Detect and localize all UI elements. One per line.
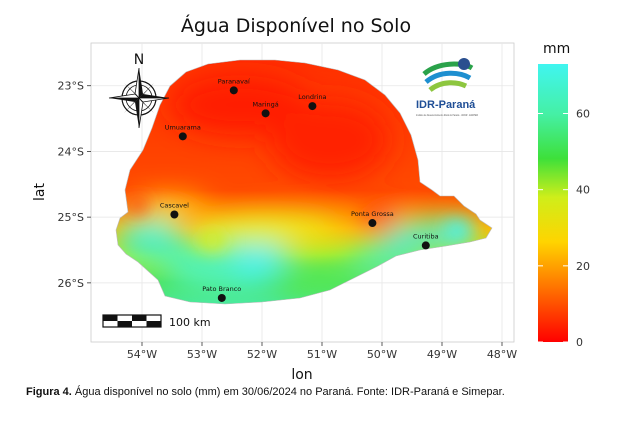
city-marker <box>368 219 377 228</box>
scale-bar-label: 100 km <box>169 316 211 329</box>
city-marker <box>229 86 238 95</box>
caption-text: Água disponível no solo (mm) em 30/06/20… <box>71 386 505 398</box>
city-label: Umuarama <box>165 123 201 131</box>
x-tick-label: 54°W <box>127 348 157 361</box>
city-label: Maringá <box>252 100 278 108</box>
city-label: Cascavel <box>160 202 189 210</box>
x-tick-label: 49°W <box>427 348 457 361</box>
city-label: Paranavaí <box>218 77 250 85</box>
colorbar-tick-label: 60 <box>576 108 590 121</box>
city-marker <box>170 210 179 219</box>
x-tick-label: 53°W <box>187 348 217 361</box>
x-tick-label: 52°W <box>247 348 277 361</box>
y-tick-label: 26°S <box>58 277 84 290</box>
colorbar-title: mm <box>543 41 570 57</box>
city-marker <box>308 102 317 111</box>
city-label: Ponta Grossa <box>351 210 394 218</box>
city-label: Curitiba <box>413 232 439 240</box>
logo-subtext: Instituto de Desenvolvimento Rural do Pa… <box>416 113 479 117</box>
city-marker <box>421 241 430 250</box>
y-tick-label: 24°S <box>58 145 84 158</box>
caption-label: Figura 4. <box>26 386 72 398</box>
y-tick-label: 25°S <box>58 211 84 224</box>
colorbar: mm 0 20 40 60 <box>538 41 590 349</box>
x-axis-label: lon <box>291 367 312 383</box>
colorbar-tick-label: 0 <box>576 336 583 349</box>
scale-bar: 100 km <box>102 314 211 329</box>
city-label: Londrina <box>298 93 326 101</box>
x-axis-ticks: 54°W 53°W 52°W 51°W 50°W 49°W 48°W <box>127 342 517 361</box>
city-label: Pato Branco <box>202 285 241 293</box>
y-axis-ticks: 23°S 24°S 25°S 26°S <box>58 80 91 290</box>
x-tick-label: 48°W <box>487 348 517 361</box>
north-arrow-icon: N <box>108 52 170 129</box>
figure-caption: Figura 4. Água disponível no solo (mm) e… <box>26 386 626 398</box>
x-tick-label: 51°W <box>307 348 337 361</box>
y-axis-label: lat <box>32 183 48 201</box>
state-border <box>115 59 493 305</box>
colorbar-tick-label: 20 <box>576 260 590 273</box>
north-label: N <box>134 52 144 68</box>
logo-name: IDR-Paraná <box>416 99 476 111</box>
x-tick-label: 50°W <box>367 348 397 361</box>
city-marker <box>217 293 226 302</box>
y-tick-label: 23°S <box>58 80 84 93</box>
city-markers: Paranavaí Maringá Londrina Umuarama Cascavel… <box>160 77 439 302</box>
city-marker <box>261 109 270 118</box>
idr-parana-logo: IDR-Paraná Instituto de Desenvolvimento … <box>416 58 479 117</box>
colorbar-ramp <box>538 64 568 342</box>
map-title: Água Disponível no Solo <box>181 14 411 37</box>
colorbar-tick-label: 40 <box>576 184 590 197</box>
city-marker <box>178 132 187 141</box>
